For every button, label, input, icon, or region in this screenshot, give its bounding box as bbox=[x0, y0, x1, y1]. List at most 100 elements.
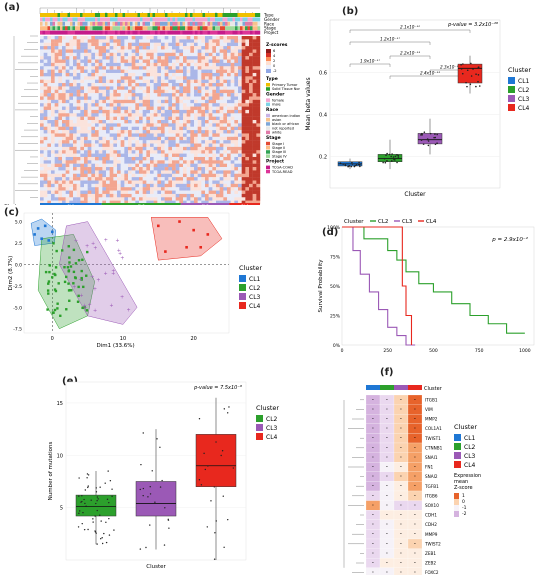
point-cl2 bbox=[44, 270, 48, 274]
annotation-cell bbox=[87, 13, 91, 17]
annotation-cell bbox=[117, 21, 121, 26]
heatmap-cell bbox=[84, 72, 88, 77]
heatmap-cell bbox=[131, 59, 136, 64]
heatmap-cell bbox=[212, 150, 217, 154]
heatmap-cell bbox=[95, 106, 99, 111]
annotation-cell bbox=[67, 26, 71, 31]
heatmap-cell bbox=[252, 62, 257, 67]
heatmap-cell bbox=[117, 42, 121, 47]
annotation-cell bbox=[107, 13, 111, 17]
box-point bbox=[151, 470, 153, 472]
heatmap-cell bbox=[91, 62, 96, 67]
heatmap-cell bbox=[201, 99, 206, 104]
heatmap-cell bbox=[146, 42, 151, 47]
heatmap-cell bbox=[201, 106, 206, 111]
heatmap-cell bbox=[194, 86, 198, 90]
annotation-cell bbox=[150, 17, 153, 22]
annotation-cell bbox=[82, 17, 86, 22]
heatmap-cell bbox=[47, 56, 52, 60]
heatmap-cell bbox=[76, 72, 81, 77]
heatmap-cell bbox=[157, 83, 162, 87]
heatmap-cell bbox=[241, 79, 246, 84]
heatmap-cell bbox=[124, 52, 129, 57]
heatmap-cell bbox=[65, 46, 70, 50]
heatmap-cell bbox=[95, 177, 99, 181]
heatmap-cell bbox=[54, 130, 59, 134]
heatmap-cell bbox=[238, 89, 242, 94]
heatmap-cell bbox=[194, 93, 198, 97]
heatmap-cell bbox=[43, 143, 48, 148]
heatmap-cell bbox=[135, 180, 140, 185]
heatmap-dot: • bbox=[400, 407, 402, 411]
heatmap-cell bbox=[73, 76, 77, 80]
heatmap-cell bbox=[227, 140, 231, 144]
heatmap-cell bbox=[150, 183, 154, 188]
annotation-cell bbox=[132, 17, 136, 22]
heatmap-cell bbox=[197, 113, 202, 117]
heatmap-cell bbox=[205, 116, 209, 121]
panel-f: (f) Cluster • • • • • • • • • • • • • • • • • • • • • • • • • • • • •… bbox=[330, 365, 550, 575]
heatmap-cell bbox=[230, 93, 235, 97]
heatmap-cell bbox=[113, 136, 118, 141]
heatmap-cell bbox=[54, 126, 59, 131]
heatmap-cell bbox=[168, 83, 173, 87]
heatmap-cell bbox=[142, 156, 147, 161]
annotation-cell bbox=[155, 21, 158, 26]
legend-swatch-cl2 bbox=[239, 284, 246, 291]
point-cl2 bbox=[77, 285, 80, 289]
heatmap-cell bbox=[172, 49, 176, 53]
heatmap-cell bbox=[65, 140, 70, 144]
heatmap-cell bbox=[172, 109, 176, 114]
heatmap-cell bbox=[223, 150, 228, 154]
heatmap-cell bbox=[230, 86, 235, 90]
legend-label-cl3: CL3 bbox=[266, 425, 278, 432]
heatmap-cell bbox=[91, 116, 96, 121]
heatmap-cell bbox=[98, 36, 103, 40]
heatmap-cell bbox=[80, 160, 85, 164]
bracket-label: 2.3x10⁻¹³ bbox=[440, 65, 460, 70]
heatmap-cell bbox=[58, 46, 63, 50]
heatmap-cell bbox=[234, 146, 239, 151]
annotation-cell bbox=[227, 21, 231, 26]
heatmap-cell bbox=[76, 126, 81, 131]
heatmap-cell bbox=[241, 143, 246, 148]
annotation-cell bbox=[155, 30, 158, 35]
heatmap-cell bbox=[252, 163, 257, 168]
annotation-cell bbox=[120, 17, 123, 22]
point-cl3: + bbox=[117, 248, 121, 254]
heatmap-cell bbox=[113, 170, 118, 174]
heatmap-cell bbox=[80, 42, 85, 47]
heatmap-cell bbox=[234, 99, 239, 104]
heatmap-cell bbox=[146, 143, 151, 148]
box-point bbox=[394, 155, 397, 158]
heatmap-cell bbox=[58, 69, 63, 74]
heatmap-cell bbox=[54, 197, 59, 201]
heatmap-cell bbox=[197, 103, 202, 107]
heatmap-dot: • bbox=[414, 542, 416, 546]
annotation-cell bbox=[107, 17, 111, 22]
annotation-cell bbox=[190, 13, 193, 17]
annotation-cell bbox=[52, 26, 56, 31]
heatmap-cell bbox=[142, 72, 147, 77]
heatmap-cell bbox=[190, 140, 195, 144]
heatmap-cell bbox=[234, 136, 239, 141]
heatmap-cell bbox=[109, 120, 114, 124]
heatmap-cell bbox=[161, 190, 165, 195]
heatmap-cell bbox=[197, 52, 202, 57]
heatmap-cell bbox=[109, 193, 114, 198]
heatmap-cell bbox=[120, 42, 125, 47]
heatmap-cell bbox=[124, 62, 129, 67]
heatmap-cell bbox=[157, 39, 162, 43]
heatmap-cell bbox=[219, 156, 224, 161]
heatmap-cell bbox=[98, 143, 103, 148]
heatmap-cell bbox=[109, 170, 114, 174]
heatmap-cell bbox=[190, 96, 195, 101]
point-cl3: + bbox=[91, 241, 95, 247]
heatmap-cell bbox=[124, 69, 129, 74]
annotation-cell bbox=[190, 26, 193, 31]
annotation-cell bbox=[127, 13, 131, 17]
heatmap-cell bbox=[153, 180, 158, 185]
heatmap-cell bbox=[91, 200, 96, 205]
heatmap-cell bbox=[98, 167, 103, 171]
heatmap-cell bbox=[234, 133, 239, 137]
